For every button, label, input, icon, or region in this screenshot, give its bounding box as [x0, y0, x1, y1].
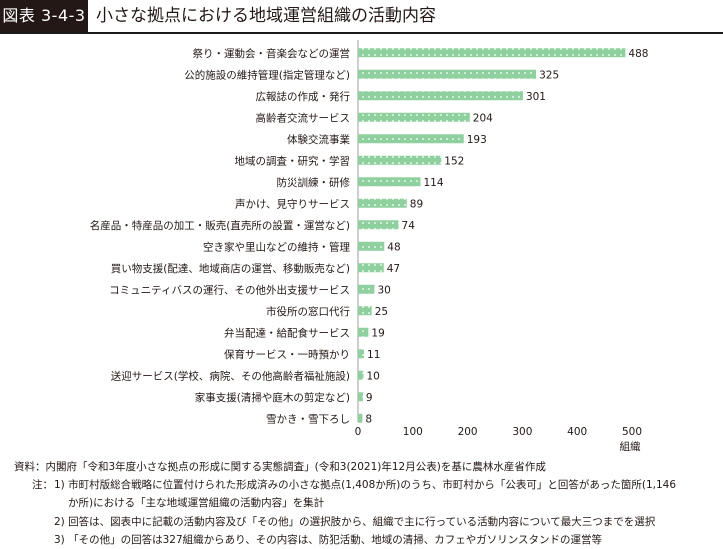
bar: [358, 198, 407, 208]
bar: [358, 220, 399, 230]
category-label: 防災訓練・研修: [277, 176, 351, 189]
category-label: 名産品・特産品の加工・販売(直売所の設置・運営など): [90, 219, 350, 232]
data-label: 204: [473, 112, 493, 124]
note-2-text: 回答は、図表中に記載の活動内容及び「その他」の選択肢から、組織で主に行っている活…: [68, 515, 656, 528]
source-note: 資料：内閣府「令和3年度小さな拠点の形成に関する実態調査」(令和3(2021)年…: [14, 461, 546, 473]
bar: [358, 413, 363, 423]
note-label: 注：: [32, 479, 53, 492]
note-1-text: 市町村版総合戦略に位置付けられた形成済みの小さな拠点(1,408か所)のうち、市…: [68, 479, 677, 492]
category-label: 市役所の窓口代行: [266, 305, 350, 318]
data-label: 10: [366, 370, 379, 382]
bar: [358, 241, 385, 251]
data-label: 30: [377, 284, 390, 296]
x-tick-label: 500: [622, 426, 642, 438]
category-label: 祭り・運動会・音楽会などの運営: [193, 47, 351, 60]
category-label: 広報誌の作成・発行: [256, 90, 351, 103]
data-label: 193: [467, 134, 487, 146]
category-label: 空き家や里山などの維持・管理: [203, 240, 350, 253]
category-label: 体験交流事業: [287, 133, 350, 146]
data-label: 74: [402, 220, 416, 232]
figure-title: 小さな拠点における地域運営組織の活動内容: [96, 6, 436, 26]
bar: [358, 392, 363, 402]
bar: [358, 91, 523, 101]
data-label: 47: [387, 263, 400, 275]
note-1-continuation: か所)における「主な地域運営組織の活動内容」を集計: [68, 497, 325, 510]
note-2: 2) 回答は、図表中に記載の活動内容及び「その他」の選択肢から、組織で主に行って…: [0, 513, 723, 531]
data-label: 325: [539, 69, 559, 81]
data-label: 19: [371, 327, 384, 339]
data-label: 11: [367, 349, 380, 361]
category-label: 送迎サービス(学校、病院、その他高齢者福祉施設): [111, 369, 350, 382]
category-label: コミュニティバスの運行、その他外出支援サービス: [109, 283, 350, 296]
data-label: 9: [366, 392, 373, 404]
note-3-number: 3): [54, 533, 65, 546]
x-tick-label: 0: [355, 426, 362, 438]
bar: [358, 306, 372, 316]
bar: [358, 284, 375, 294]
data-label: 89: [410, 198, 423, 210]
note-1-number: 1): [54, 479, 65, 492]
note-1: 注： 1) 市町村版総合戦略に位置付けられた形成済みの小さな拠点(1,408か所…: [0, 476, 723, 494]
bar: [358, 263, 384, 273]
bar: [358, 69, 537, 79]
note-3-text: 「その他」の回答は327組織からあり、その内容は、防犯活動、地域の清掃、カフェや…: [68, 533, 603, 546]
figure-notes: 資料：内閣府「令和3年度小さな拠点の形成に関する実態調査」(令和3(2021)年…: [0, 458, 723, 549]
x-tick-label: 200: [458, 426, 478, 438]
data-label: 114: [423, 177, 443, 189]
data-label: 152: [444, 155, 464, 167]
category-label: 地域の調査・研究・学習: [235, 154, 351, 167]
category-label: 公的施設の維持管理(指定管理など): [184, 68, 350, 81]
data-label: 301: [526, 91, 546, 103]
note-3: 3) 「その他」の回答は327組織からあり、その内容は、防犯活動、地域の清掃、カ…: [0, 531, 723, 549]
note-2-number: 2): [54, 515, 65, 528]
x-tick-label: 300: [512, 426, 532, 438]
category-label: 家事支援(清掃や庭木の剪定など): [195, 391, 350, 404]
bar: [358, 370, 364, 380]
category-label: 弁当配達・給配食サービス: [224, 326, 350, 339]
bar: [358, 48, 626, 58]
bar: [358, 134, 464, 144]
category-label: 高齢者交流サービス: [256, 111, 351, 124]
data-label: 488: [628, 48, 648, 60]
bar: [358, 327, 369, 337]
bar: [358, 177, 421, 187]
data-label: 8: [365, 413, 372, 425]
x-tick-label: 100: [403, 426, 423, 438]
bar: [358, 155, 442, 165]
figure-title-bar: 図表 3-4-3 小さな拠点における地域運営組織の活動内容: [0, 0, 723, 34]
data-label: 48: [387, 241, 400, 253]
x-tick-label: 400: [567, 426, 587, 438]
category-label: 声かけ、見守りサービス: [235, 197, 350, 210]
bar: [358, 112, 470, 122]
bar: [358, 349, 365, 359]
category-label: 買い物支援(配達、地域商店の運営、移動販売など): [111, 262, 350, 275]
x-axis-unit: 組織: [620, 440, 641, 453]
data-label: 25: [375, 306, 388, 318]
figure-number-badge: 図表 3-4-3: [0, 0, 88, 32]
category-label: 雪かき・雪下ろし: [266, 413, 350, 425]
category-label: 保育サービス・一時預かり: [224, 348, 350, 361]
